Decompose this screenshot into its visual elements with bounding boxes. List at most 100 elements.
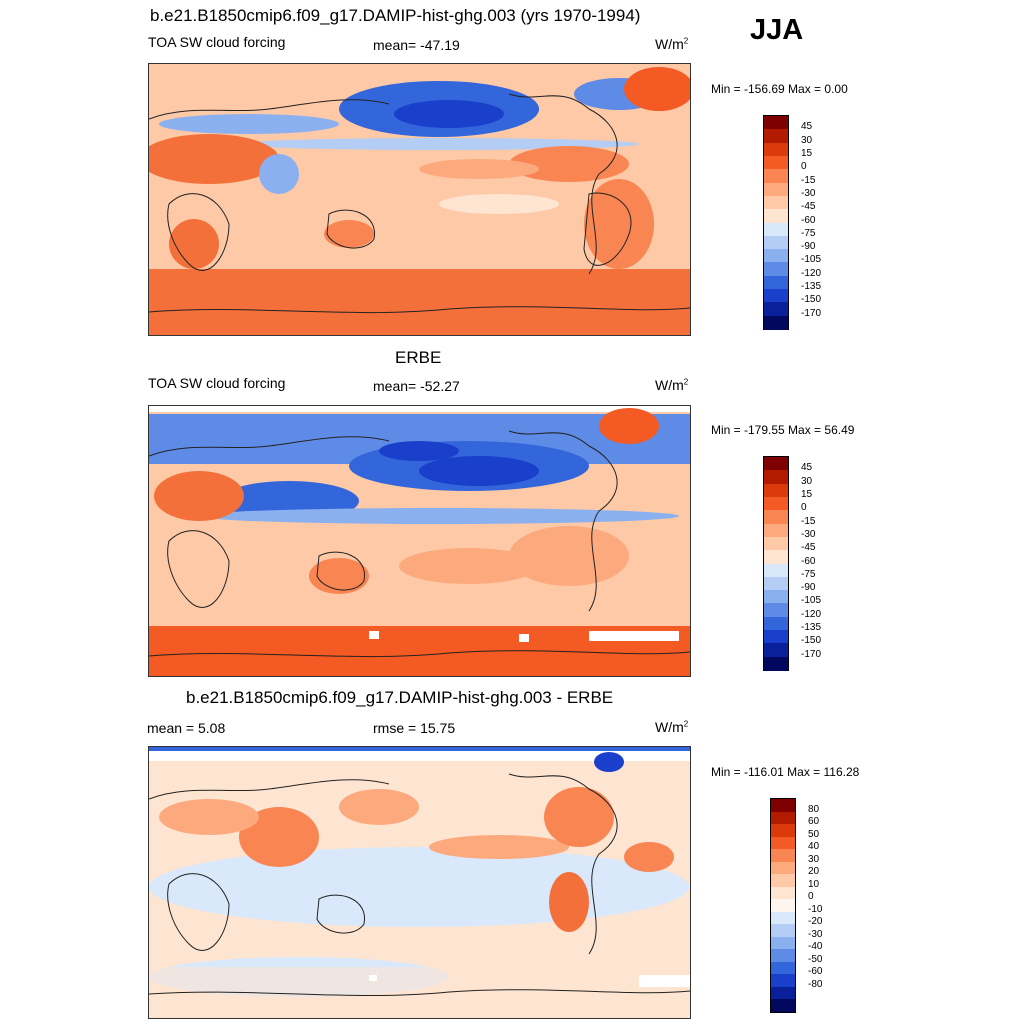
- panel1-title: b.e21.B1850cmip6.f09_g17.DAMIP-hist-ghg.…: [150, 6, 641, 25]
- panel2-title: ERBE: [395, 348, 442, 367]
- panel3-mean: mean = 5.08: [147, 720, 226, 736]
- colorbar-swatch: [764, 169, 788, 184]
- colorbar-tick-label: -90: [801, 582, 816, 594]
- colorbar-swatch: [764, 289, 788, 303]
- colorbar-tick-label: 0: [801, 161, 807, 173]
- colorbar-swatch: [764, 590, 788, 604]
- panel3-minmax: Min = -116.01 Max = 116.28: [711, 765, 860, 779]
- colorbar-swatch: [771, 824, 795, 838]
- panel2-variable-label: TOA SW cloud forcing: [148, 375, 286, 391]
- colorbar-swatch: [764, 470, 788, 485]
- colorbar-swatch: [771, 874, 795, 888]
- panel3-rmse: rmse = 15.75: [373, 720, 456, 736]
- colorbar-tick-label: 80: [808, 803, 820, 815]
- colorbar-swatch: [764, 630, 788, 644]
- panel1-colorbar: [763, 115, 789, 330]
- colorbar-tick-label: -150: [801, 294, 822, 306]
- panel1-map: [148, 63, 691, 336]
- colorbar-swatch: [764, 457, 788, 471]
- colorbar-tick-label: 45: [801, 462, 813, 474]
- colorbar-tick-label: -30: [801, 528, 816, 540]
- colorbar-swatch: [764, 302, 788, 317]
- panel3-colorbar: [770, 798, 796, 1013]
- colorbar-tick-label: 15: [801, 147, 813, 159]
- colorbar-tick-label: -50: [808, 953, 823, 965]
- panel3-title: b.e21.B1850cmip6.f09_g17.DAMIP-hist-ghg.…: [186, 688, 614, 707]
- colorbar-swatch: [771, 961, 795, 975]
- colorbar-swatch: [764, 195, 788, 210]
- colorbar-tick-label: 30: [801, 475, 813, 487]
- colorbar-swatch: [764, 603, 788, 618]
- panel2-map: [148, 405, 691, 677]
- colorbar-tick-label: 15: [801, 488, 813, 500]
- colorbar-swatch: [764, 142, 788, 157]
- colorbar-tick-label: -80: [808, 978, 823, 990]
- colorbar-swatch: [771, 911, 795, 925]
- colorbar-tick-label: 10: [808, 878, 820, 890]
- colorbar-tick-label: 60: [808, 816, 820, 828]
- panel2-units: W/m2: [655, 377, 689, 393]
- panel1-minmax: Min = -156.69 Max = 0.00: [711, 82, 848, 96]
- colorbar-tick-label: -75: [801, 568, 816, 580]
- colorbar-tick-label: -15: [801, 174, 816, 186]
- colorbar-tick-label: -30: [801, 187, 816, 199]
- colorbar-tick-label: 50: [808, 828, 820, 840]
- colorbar-swatch: [771, 799, 795, 813]
- colorbar-tick-label: -170: [801, 648, 822, 660]
- panel3-units: W/m2: [655, 719, 689, 735]
- colorbar-swatch: [771, 836, 795, 850]
- colorbar-swatch: [764, 496, 788, 511]
- colorbar-swatch: [764, 510, 788, 525]
- colorbar-tick-label: -90: [801, 241, 816, 253]
- colorbar-swatch: [764, 262, 788, 277]
- panel1-mean: mean= -47.19: [373, 37, 460, 53]
- colorbar-swatch: [771, 886, 795, 900]
- colorbar-tick-label: 45: [801, 121, 813, 133]
- colorbar-tick-label: 40: [808, 841, 820, 853]
- colorbar-swatch: [764, 576, 788, 591]
- colorbar-swatch: [771, 924, 795, 938]
- colorbar-tick-label: -170: [801, 307, 822, 319]
- colorbar-tick-label: -20: [808, 916, 823, 928]
- panel2-map-graphic: [149, 406, 690, 676]
- colorbar-swatch: [771, 811, 795, 825]
- panel2-mean: mean= -52.27: [373, 378, 460, 394]
- colorbar-tick-label: 0: [801, 502, 807, 514]
- colorbar-tick-label: -60: [801, 214, 816, 226]
- panel2-colorbar: [763, 456, 789, 671]
- colorbar-swatch: [771, 999, 795, 1013]
- colorbar-swatch: [771, 899, 795, 913]
- panel1-units: W/m2: [655, 36, 689, 52]
- panel1-map-graphic: [149, 64, 690, 335]
- colorbar-tick-label: -105: [801, 254, 822, 266]
- colorbar-swatch: [764, 249, 788, 263]
- colorbar-tick-label: 30: [808, 853, 820, 865]
- colorbar-tick-label: -60: [808, 966, 823, 978]
- panel2-minmax: Min = -179.55 Max = 56.49: [711, 423, 855, 437]
- colorbar-tick-label: -45: [801, 201, 816, 213]
- colorbar-tick-label: 20: [808, 866, 820, 878]
- colorbar-tick-label: -105: [801, 595, 822, 607]
- colorbar-swatch: [764, 209, 788, 223]
- colorbar-tick-label: -135: [801, 622, 822, 634]
- colorbar-swatch: [764, 563, 788, 578]
- colorbar-tick-label: -150: [801, 635, 822, 647]
- colorbar-swatch: [764, 155, 788, 170]
- colorbar-swatch: [764, 656, 788, 671]
- panel1-variable-label: TOA SW cloud forcing: [148, 34, 286, 50]
- colorbar-swatch: [764, 643, 788, 658]
- colorbar-tick-label: -10: [808, 903, 823, 915]
- colorbar-tick-label: -120: [801, 267, 822, 279]
- colorbar-tick-label: -60: [801, 555, 816, 567]
- colorbar-tick-label: -40: [808, 941, 823, 953]
- colorbar-tick-label: -135: [801, 281, 822, 293]
- colorbar-swatch: [771, 861, 795, 875]
- colorbar-swatch: [764, 129, 788, 144]
- colorbar-tick-label: -75: [801, 227, 816, 239]
- colorbar-swatch: [764, 483, 788, 498]
- colorbar-tick-label: -15: [801, 515, 816, 527]
- colorbar-swatch: [771, 849, 795, 863]
- colorbar-tick-label: 30: [801, 134, 813, 146]
- colorbar-swatch: [764, 616, 788, 631]
- colorbar-swatch: [764, 222, 788, 237]
